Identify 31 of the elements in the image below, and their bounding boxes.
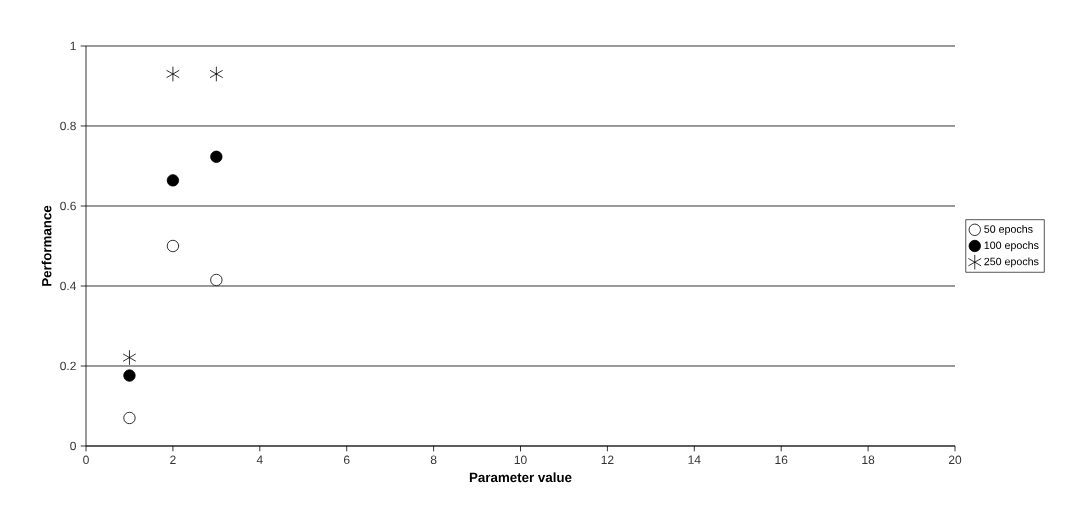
y-tick-label: 0.8: [60, 121, 76, 131]
y-tick-label: 0.6: [60, 201, 76, 211]
x-tick-label: 2: [170, 455, 176, 464]
point: [123, 411, 136, 425]
x-tick-label: 12: [601, 455, 614, 464]
legend-label: 100 epochs: [984, 241, 1039, 252]
y-tick-label: 1: [70, 41, 76, 51]
x-tick-label: 0: [83, 455, 89, 465]
x-tick-label: 10: [514, 455, 527, 465]
y-axis-title: Performance: [41, 205, 52, 286]
point: [123, 369, 136, 382]
point: [122, 349, 137, 366]
point: [166, 174, 180, 187]
point: [166, 66, 180, 82]
x-tick-label: 14: [688, 455, 701, 464]
legend-label: 250 epochs: [984, 257, 1039, 268]
x-tick-label: 16: [775, 455, 788, 465]
point: [210, 273, 223, 287]
y-tick-label: 0.2: [60, 361, 76, 371]
x-tick-label: 18: [862, 455, 875, 465]
point: [209, 66, 224, 82]
y-tick-label: 0: [70, 441, 76, 451]
point: [210, 150, 223, 163]
legend-label: 50 epochs: [984, 225, 1033, 235]
x-tick-label: 4: [256, 455, 263, 464]
x-axis-title: Parameter value: [469, 472, 572, 483]
x-tick-label: 6: [343, 455, 350, 465]
x-tick-label: 8: [430, 455, 437, 465]
x-tick-label: 20: [948, 455, 962, 465]
y-tick-label: 0.4: [60, 281, 77, 291]
point: [166, 239, 180, 253]
